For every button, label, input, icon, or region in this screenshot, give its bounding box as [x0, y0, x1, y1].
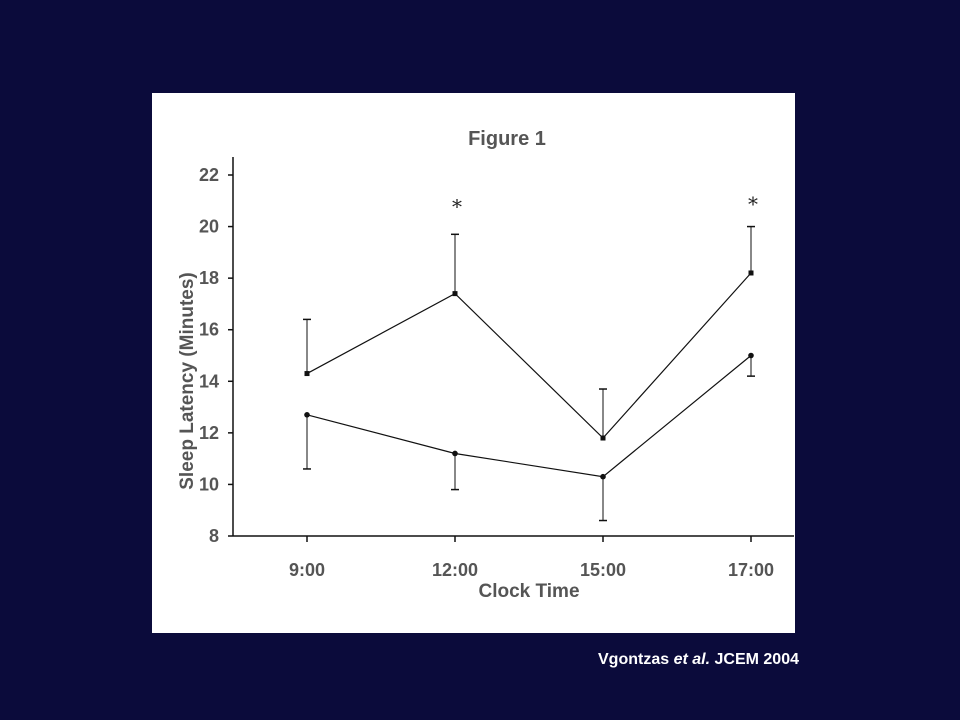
- series-1: [303, 225, 755, 441]
- line-chart: Figure 1 8 10 12 14 16 18 20 22 9:00 12:00 15:00 1…: [177, 128, 794, 602]
- x-axis-title: Clock Time: [478, 581, 579, 602]
- x-tick-label: 15:00: [580, 560, 626, 580]
- y-tick-labels: 8 10 12 14 16 18 20 22: [199, 165, 233, 546]
- citation-author: Vgontzas: [598, 651, 670, 668]
- series-line: [306, 355, 752, 478]
- y-tick-label: 14: [199, 371, 219, 391]
- x-tick-label: 9:00: [289, 560, 325, 580]
- citation: Vgontzas et al. JCEM 2004: [598, 651, 799, 669]
- data-point: [600, 435, 606, 441]
- x-tick-label: 12:00: [432, 560, 478, 580]
- x-tick-labels: 9:00 12:00 15:00 17:00: [289, 536, 774, 580]
- annotation-layer: * *: [452, 192, 758, 219]
- data-point: [600, 473, 606, 480]
- axes: [232, 157, 794, 537]
- data-point: [304, 371, 310, 377]
- y-tick-label: 18: [199, 268, 219, 288]
- x-tick-label: 17:00: [728, 560, 774, 580]
- y-tick-label: 12: [199, 423, 219, 443]
- data-point: [304, 412, 310, 418]
- data-point: [452, 450, 458, 457]
- series-line: [306, 272, 752, 439]
- y-tick-label: 16: [199, 320, 219, 340]
- figure-panel: Figure 1 8 10 12 14 16 18 20 22 9:00 12:00 15:00 1…: [152, 93, 795, 633]
- y-tick-label: 10: [199, 474, 219, 494]
- series-layer: [303, 225, 755, 522]
- data-point: [748, 352, 754, 359]
- significance-marker: *: [748, 192, 758, 216]
- significance-marker: *: [452, 194, 462, 218]
- data-point: [452, 291, 458, 297]
- data-point: [748, 270, 754, 276]
- citation-journal: JCEM 2004: [714, 651, 800, 668]
- y-tick-label: 8: [209, 526, 219, 546]
- citation-etal: et al.: [673, 651, 711, 668]
- series-2: [303, 352, 755, 522]
- y-axis-title: Sleep Latency (Minutes): [177, 272, 198, 490]
- y-tick-label: 22: [199, 165, 219, 185]
- chart-title: Figure 1: [468, 128, 546, 150]
- y-tick-label: 20: [199, 217, 219, 237]
